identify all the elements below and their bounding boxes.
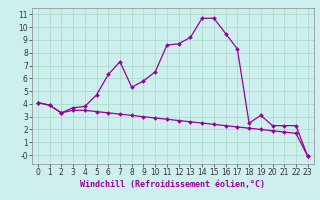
X-axis label: Windchill (Refroidissement éolien,°C): Windchill (Refroidissement éolien,°C)	[80, 180, 265, 189]
